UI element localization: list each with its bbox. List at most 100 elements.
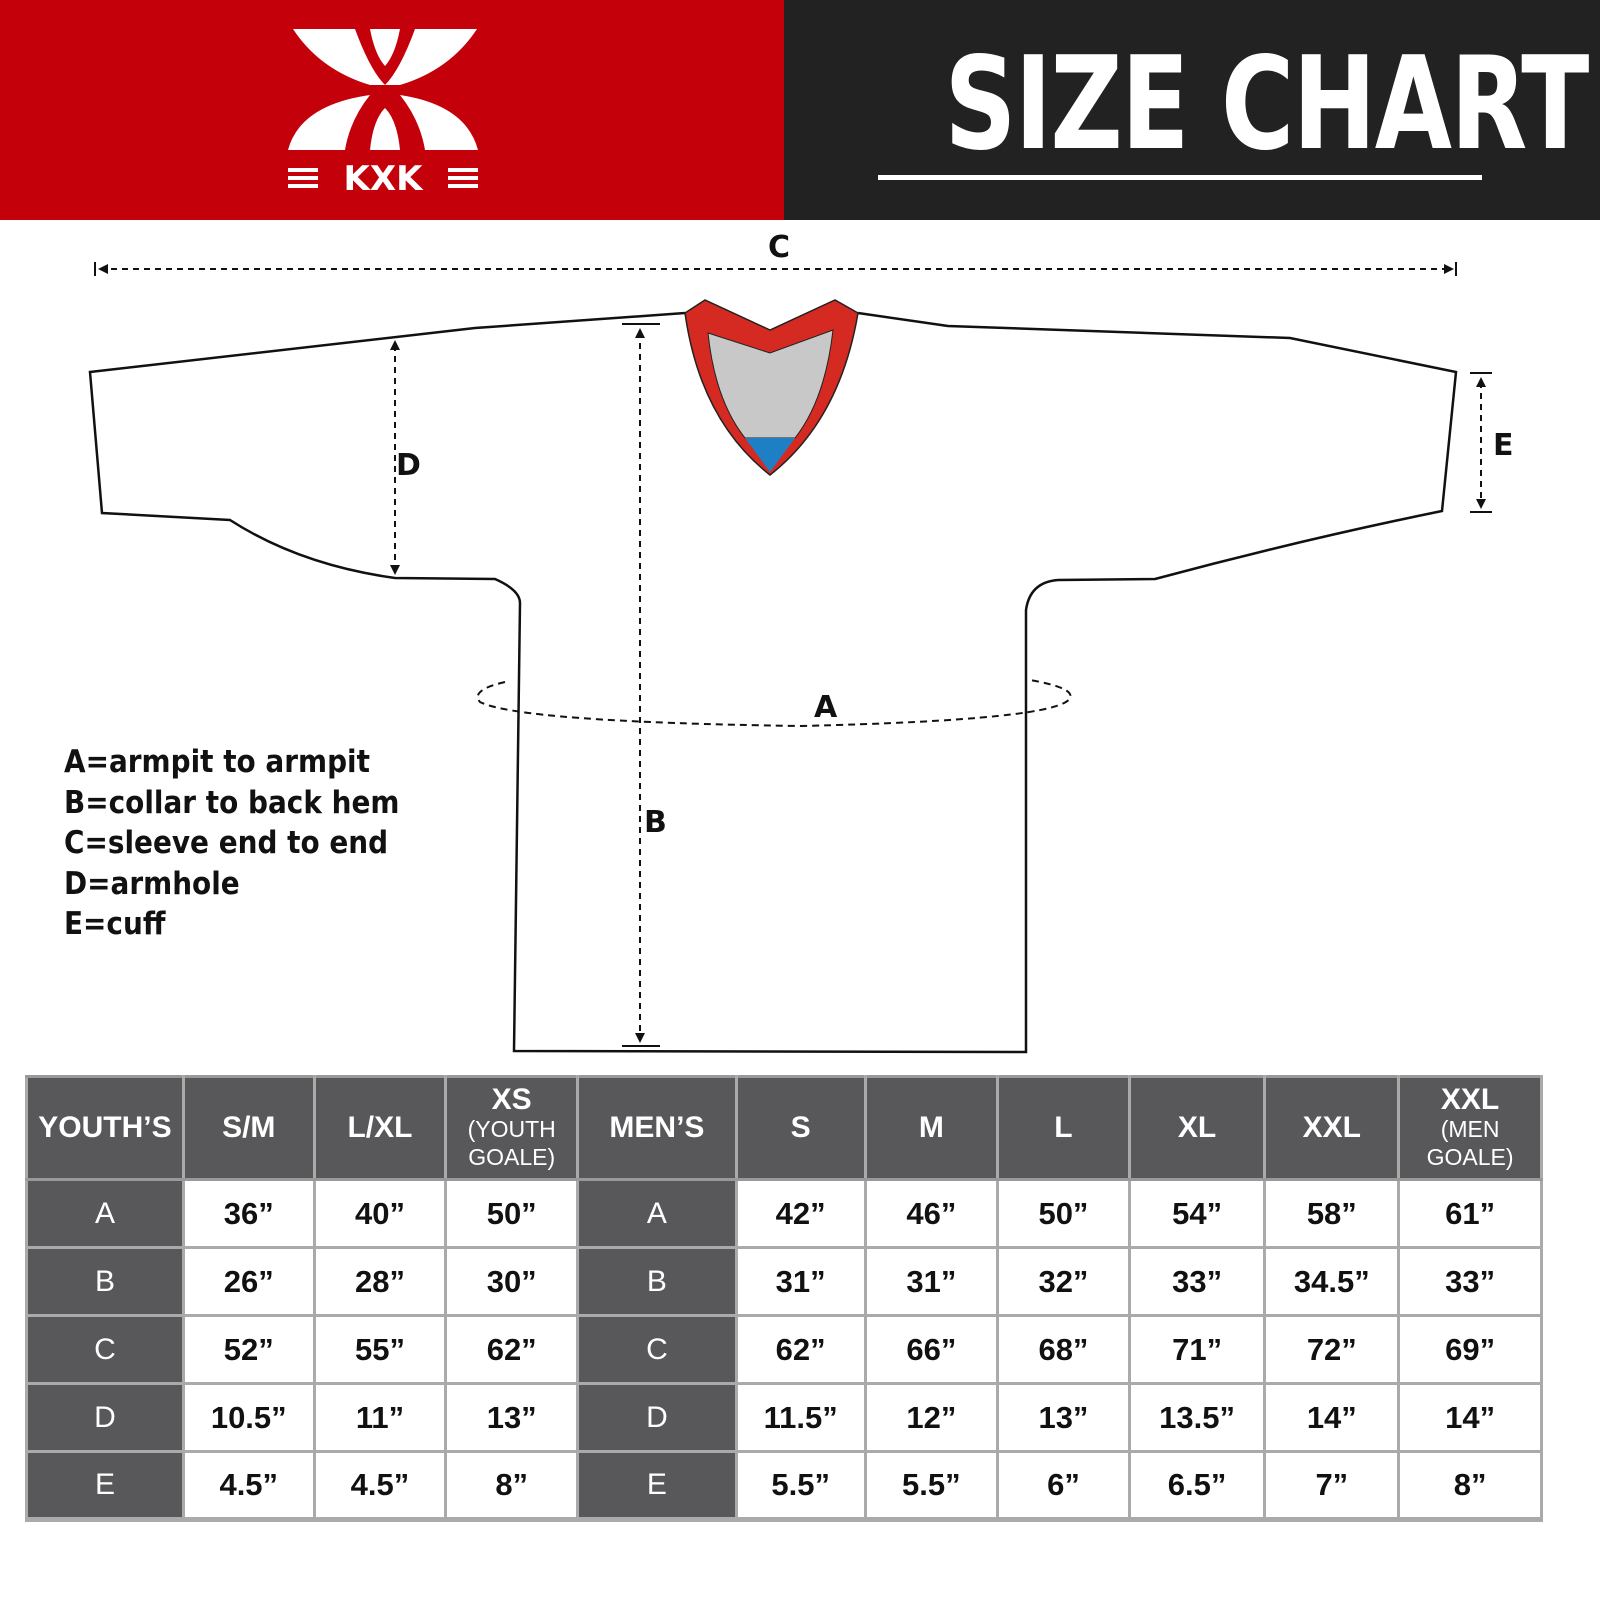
label-a: A [814,690,838,725]
label-d: D [396,448,421,483]
row-label: E [576,1450,738,1522]
row-label: D [25,1382,185,1453]
youth-value: 30” [444,1246,580,1317]
youth-size-header: XS (YOUTH GOALE) [444,1075,580,1181]
header-label: XXL [1302,1111,1361,1144]
measurement-legend: A=armpit to armpit B=collar to back hem … [64,742,399,945]
men-value: 62” [734,1314,867,1385]
header-sublabel: (MEN GOALE) [1426,1116,1514,1170]
youth-value: 11” [312,1382,448,1453]
men-value: 42” [734,1178,867,1249]
youth-size-header: S/M [181,1075,316,1181]
collar-tab [745,438,795,472]
label-c: C [768,230,791,265]
men-value: 46” [863,1178,1000,1249]
header-label: MEN’S [609,1111,705,1144]
men-value: 58” [1263,1178,1401,1249]
men-value: 5.5” [734,1450,867,1522]
men-value: 6.5” [1127,1450,1267,1522]
table-row: B 26” 28” 30” B 31” 31” 32” 33” 34.5” 33” [25,1246,1543,1317]
men-size-header: XXL (MEN GOALE) [1397,1075,1543,1181]
men-size-header: S [734,1075,867,1181]
row-label: C [576,1314,738,1385]
row-label: B [576,1246,738,1317]
jersey-diagram [88,262,1492,1054]
label-e: E [1493,428,1514,463]
men-value: 54” [1127,1178,1267,1249]
table-row: C 52” 55” 62” C 62” 66” 68” 71” 72” 69” [25,1314,1543,1385]
page-title: SIZE CHART [944,30,1589,179]
men-value: 71” [1127,1314,1267,1385]
youth-value: 62” [444,1314,580,1385]
men-value: 31” [863,1246,1000,1317]
men-size-header: M [863,1075,1000,1181]
youth-value: 55” [312,1314,448,1385]
header-label: M [918,1111,944,1144]
legend-item: E=cuff [64,906,166,942]
header-sublabel: (YOUTH GOALE) [467,1116,556,1170]
men-value: 34.5” [1263,1246,1401,1317]
table-row: E 4.5” 4.5” 8” E 5.5” 5.5” 6” 6.5” 7” 8” [25,1450,1543,1522]
header-title-panel [784,0,1600,220]
table-row: A 36” 40” 50” A 42” 46” 50” 54” 58” 61” [25,1178,1543,1249]
men-value: 50” [996,1178,1131,1249]
men-value: 61” [1397,1178,1543,1249]
header-label: YOUTH’S [38,1111,172,1144]
legend-item: A=armpit to armpit [64,744,370,780]
youth-value: 52” [181,1314,316,1385]
youth-value: 50” [444,1178,580,1249]
row-label: A [25,1178,185,1249]
men-value: 66” [863,1314,1000,1385]
men-value: 32” [996,1246,1131,1317]
men-value: 72” [1263,1314,1401,1385]
men-value: 5.5” [863,1450,1000,1522]
row-label: A [576,1178,738,1249]
row-label: B [25,1246,185,1317]
legend-item: C=sleeve end to end [64,825,389,861]
men-value: 11.5” [734,1382,867,1453]
youth-value: 40” [312,1178,448,1249]
men-value: 13” [996,1382,1131,1453]
men-value: 8” [1397,1450,1543,1522]
row-label: D [576,1382,738,1453]
youth-value: 26” [181,1246,316,1317]
header-label: XS [491,1083,532,1116]
youth-value: 36” [181,1178,316,1249]
header-label: XXL [1440,1083,1500,1116]
header-label: S [790,1111,811,1144]
youth-value: 28” [312,1246,448,1317]
collar-insert [707,329,834,439]
table-row: D 10.5” 11” 13” D 11.5” 12” 13” 13.5” 14” 14” [25,1382,1543,1453]
men-value: 31” [734,1246,867,1317]
men-value: 14” [1263,1382,1401,1453]
men-value: 13.5” [1127,1382,1267,1453]
kxk-logo: KXK [288,29,478,199]
header-label: L/XL [347,1111,413,1144]
row-label: E [25,1450,185,1522]
men-value: 33” [1127,1246,1267,1317]
youth-value: 10.5” [181,1382,316,1453]
men-value: 7” [1263,1450,1401,1522]
header-brand-panel: KXK [0,0,784,220]
men-value: 68” [996,1314,1131,1385]
men-value: 69” [1397,1314,1543,1385]
men-value: 33” [1397,1246,1543,1317]
title-underline [878,175,1482,180]
youth-value: 4.5” [181,1450,316,1522]
header-label: L [1054,1111,1073,1144]
header-label: XL [1177,1111,1217,1144]
men-value: 14” [1397,1382,1543,1453]
youth-size-header: L/XL [312,1075,448,1181]
youth-value: 8” [444,1450,580,1522]
men-size-header: L [996,1075,1131,1181]
logo-text: KXK [344,159,425,199]
label-b: B [644,805,667,840]
legend-item: B=collar to back hem [64,784,400,821]
youth-value: 13” [444,1382,580,1453]
jersey-outline [88,311,1458,1054]
men-size-header: XXL [1263,1075,1401,1181]
size-table: YOUTH’S S/M L/XL XS (YOUTH GOALE) MEN’S S M L XL X… [25,1075,1543,1522]
men-size-header: XL [1127,1075,1267,1181]
table-header-row: YOUTH’S S/M L/XL XS (YOUTH GOALE) MEN’S S M L XL X… [25,1075,1543,1181]
youth-header: YOUTH’S [25,1075,185,1181]
